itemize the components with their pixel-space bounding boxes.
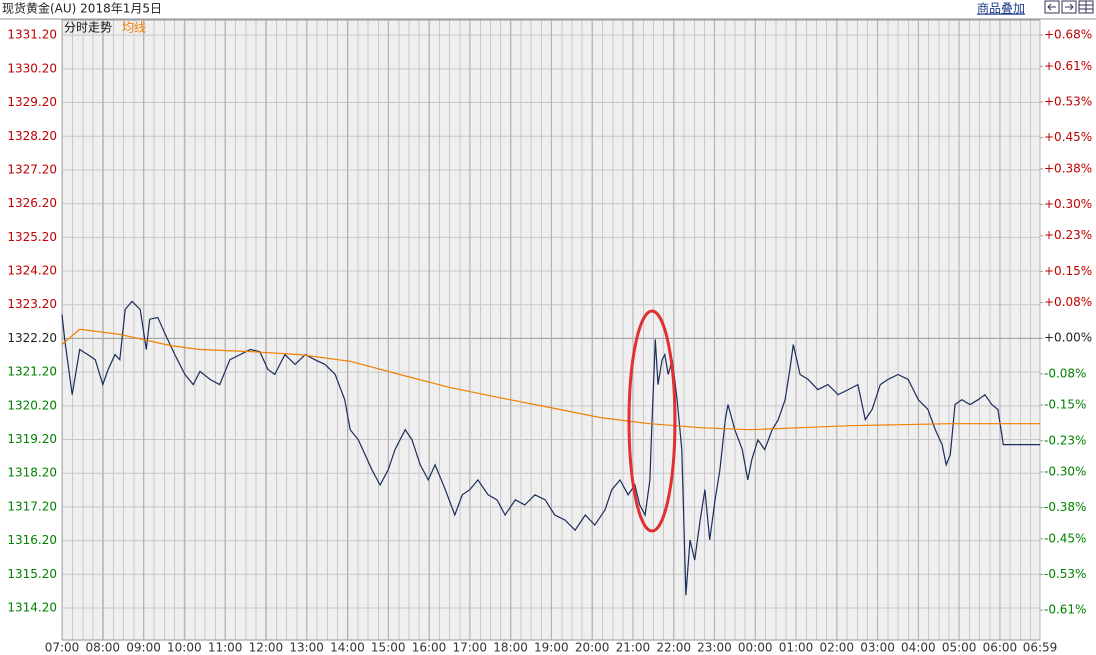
x-tick-label: 12:00 (249, 641, 284, 655)
y-tick-label: 1315.20 (7, 567, 57, 581)
y-tick-label: 1331.20 (7, 28, 57, 42)
x-tick-label: 21:00 (616, 641, 651, 655)
x-tick-label: 04:00 (901, 641, 936, 655)
y-tick-label: 1317.20 (7, 499, 57, 513)
legend-entry: 分时走势 (64, 21, 112, 35)
x-tick-label: 11:00 (208, 641, 243, 655)
y2-tick-label: +0.23% (1044, 228, 1092, 242)
y2-tick-label: -0.61% (1044, 603, 1086, 617)
x-tick-label: 13:00 (289, 641, 324, 655)
y-tick-label: 1325.20 (7, 230, 57, 244)
lines (61, 300, 1040, 596)
y-tick-label: 1330.20 (7, 61, 57, 75)
y2-tick-label: +0.30% (1044, 197, 1092, 211)
icon-prev-arrow (1047, 3, 1056, 11)
x-tick-label: 15:00 (371, 641, 406, 655)
x-tick-label: 01:00 (779, 641, 814, 655)
y-tick-label: 1316.20 (7, 533, 57, 547)
y-tick-label: 1326.20 (7, 196, 57, 210)
x-tick-label: 07:00 (45, 641, 80, 655)
y-tick-label: 1319.20 (7, 432, 57, 446)
x-tick-label: 18:00 (493, 641, 528, 655)
highlight-ellipse (627, 309, 677, 533)
x-tick-label: 23:00 (697, 641, 732, 655)
y2-tick-label: +0.08% (1044, 295, 1092, 309)
y2-tick-label: -0.15% (1044, 398, 1086, 412)
y-tick-label: 1322.20 (7, 331, 57, 345)
y2-tick-label: +0.68% (1044, 28, 1092, 42)
x-tick-label: 00:00 (738, 641, 773, 655)
y2-tick-label: +0.15% (1044, 264, 1092, 278)
y2-tick-label: -0.23% (1044, 433, 1086, 447)
y2-tick-label: +0.61% (1044, 59, 1092, 73)
legend-entry: 均线 (122, 21, 146, 35)
y-tick-label: 1321.20 (7, 365, 57, 379)
page-title: 现货黄金(AU) 2018年1月5日 (2, 1, 162, 16)
y-tick-label: 1323.20 (7, 297, 57, 311)
y2-tick-label: -0.53% (1044, 567, 1086, 581)
y2-tick-label: +0.45% (1044, 130, 1092, 144)
x-tick-label: 16:00 (412, 641, 447, 655)
x-tick-label: 09:00 (126, 641, 161, 655)
x-tick-label: 19:00 (534, 641, 569, 655)
x-tick-label: 17:00 (452, 641, 487, 655)
overlay-link[interactable]: 商品叠加 (977, 1, 1025, 16)
y2-tick-label: -0.45% (1044, 531, 1086, 545)
x-tick-label: 06:00 (983, 641, 1018, 655)
icon-next-arrow (1065, 3, 1074, 11)
y2-tick-label: -0.38% (1044, 500, 1086, 514)
x-tick-label: 02:00 (819, 641, 854, 655)
nav-icons (1044, 0, 1094, 14)
icon-prev[interactable] (1044, 0, 1060, 14)
icon-next[interactable] (1061, 0, 1077, 14)
y2-tick-label: -0.30% (1044, 464, 1086, 478)
x-tick-label: 14:00 (330, 641, 365, 655)
x-tick-label: 03:00 (860, 641, 895, 655)
y2-tick-label: +0.53% (1044, 95, 1092, 109)
y-tick-label: 1314.20 (7, 600, 57, 614)
y-tick-label: 1328.20 (7, 129, 57, 143)
grid (61, 20, 1043, 640)
y2-tick-label: -0.08% (1044, 366, 1086, 380)
series-line (61, 300, 1040, 596)
x-tick-label: 05:00 (942, 641, 977, 655)
x-tick-label: 20:00 (575, 641, 610, 655)
y2-tick-label: +0.38% (1044, 161, 1092, 175)
y-tick-label: 1324.20 (7, 264, 57, 278)
x-tick-label: 06:59 (1023, 641, 1058, 655)
y-tick-label: 1327.20 (7, 162, 57, 176)
series-line (61, 328, 1040, 431)
x-tick-label: 22:00 (656, 641, 691, 655)
x-tick-label: 08:00 (85, 641, 120, 655)
y-tick-label: 1318.20 (7, 466, 57, 480)
x-tick-label: 10:00 (167, 641, 202, 655)
y-tick-label: 1320.20 (7, 398, 57, 412)
y2-tick-label: +0.00% (1044, 331, 1092, 345)
icon-layout-lines (1079, 1, 1093, 13)
y-tick-label: 1329.20 (7, 95, 57, 109)
